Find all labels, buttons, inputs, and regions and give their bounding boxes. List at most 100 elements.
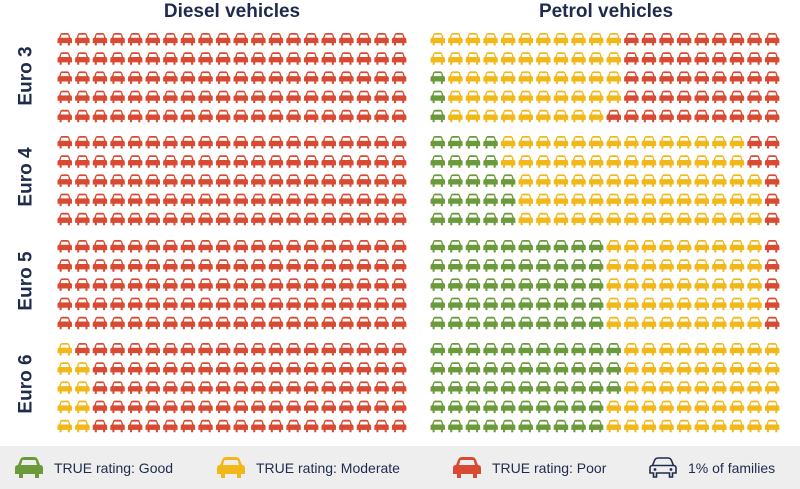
car-mark-moderate (694, 174, 709, 187)
legend-label-unit: 1% of families (688, 460, 776, 476)
car-mark-good (536, 381, 551, 394)
car-mark-poor (127, 400, 143, 414)
car-mark-moderate (641, 419, 657, 433)
car-mark-good (448, 400, 463, 414)
car-mark-poor (374, 136, 389, 149)
car-mark-moderate (747, 381, 762, 394)
car-mark-good (430, 90, 445, 104)
car-mark-poor (180, 297, 196, 311)
car-mark-poor (659, 109, 674, 123)
car-mark-good (448, 419, 463, 433)
car-mark-moderate (518, 71, 533, 84)
car-mark-good (483, 400, 498, 414)
car-mark-moderate (659, 136, 674, 149)
car-mark-poor (215, 174, 231, 187)
car-mark-poor (75, 240, 90, 253)
car-mark-good (448, 259, 463, 272)
car-mark-good (465, 136, 481, 149)
car-mark-poor (57, 90, 72, 104)
car-mark-poor (321, 52, 336, 65)
car-mark-poor (764, 33, 780, 46)
car-mark-good (465, 155, 481, 168)
car-mark-moderate (729, 400, 745, 414)
car-mark-moderate (588, 71, 604, 84)
car-mark-moderate (747, 297, 762, 311)
car-mark-poor (145, 400, 160, 414)
car-mark-moderate (536, 155, 551, 168)
car-mark-poor (127, 52, 143, 65)
car-mark-good (536, 343, 551, 356)
car-mark-moderate (764, 381, 780, 394)
car-mark-poor (92, 136, 108, 149)
car-mark-poor (694, 109, 709, 123)
car-mark-good (536, 259, 551, 272)
car-mark-poor (268, 400, 284, 414)
car-mark-poor (747, 155, 762, 168)
car-mark-moderate (500, 136, 516, 149)
car-mark-poor (180, 52, 196, 65)
car-mark-poor (215, 90, 231, 104)
car-mark-moderate (465, 90, 481, 104)
car-mark-poor (57, 316, 72, 330)
car-mark-moderate (448, 33, 463, 46)
car-mark-moderate (694, 400, 709, 414)
car-mark-moderate (588, 52, 604, 65)
car-mark-good (430, 193, 445, 207)
car-mark-poor (321, 297, 336, 311)
car-mark-poor (712, 109, 727, 123)
car-mark-good (483, 155, 498, 168)
car-mark-good (500, 297, 516, 311)
car-mark-poor (233, 400, 248, 414)
pictogram-diesel-euro-4 (57, 136, 407, 226)
car-mark-good (430, 400, 445, 414)
car-mark-moderate (606, 278, 621, 291)
legend-item-good: TRUE rating: Good (14, 455, 173, 481)
car-mark-poor (764, 259, 780, 272)
car-mark-good (483, 212, 498, 226)
car-mark-moderate (536, 136, 551, 149)
car-mark-poor (729, 52, 745, 65)
car-mark-poor (268, 155, 284, 168)
car-mark-good (571, 381, 586, 394)
car-mark-moderate (448, 71, 463, 84)
car-mark-poor (233, 193, 248, 207)
car-mark-poor (268, 259, 284, 272)
car-mark-good (500, 343, 516, 356)
car-mark-moderate (641, 362, 657, 375)
car-mark-poor (180, 155, 196, 168)
car-mark-moderate (729, 362, 745, 375)
car-mark-moderate (729, 316, 745, 330)
car-mark-moderate (553, 212, 569, 226)
car-mark-good (430, 174, 445, 187)
car-mark-poor (764, 316, 780, 330)
car-mark-moderate (676, 136, 692, 149)
car-mark-poor (127, 109, 143, 123)
car-mark-moderate (518, 33, 533, 46)
car-mark-poor (233, 33, 248, 46)
car-mark-poor (624, 52, 639, 65)
car-mark-poor (251, 343, 266, 356)
car-mark-moderate (659, 174, 674, 187)
car-mark-moderate (747, 212, 762, 226)
car-mark-good (448, 381, 463, 394)
car-mark-poor (198, 155, 213, 168)
car-mark-moderate (747, 240, 762, 253)
car-mark-moderate (588, 90, 604, 104)
car-mark-poor (676, 52, 692, 65)
car-mark-moderate (430, 33, 445, 46)
car-mark-poor (374, 71, 389, 84)
car-mark-moderate (676, 400, 692, 414)
car-mark-poor (127, 136, 143, 149)
car-mark-poor (145, 362, 160, 375)
car-mark-good (430, 419, 445, 433)
car-mark-poor (764, 240, 780, 253)
car-mark-moderate (75, 419, 90, 433)
car-mark-poor (92, 109, 108, 123)
car-mark-good (553, 343, 569, 356)
car-mark-poor (391, 155, 407, 168)
car-mark-poor (127, 343, 143, 356)
car-mark-poor (356, 33, 372, 46)
car-mark-poor (163, 155, 178, 168)
car-mark-good (448, 193, 463, 207)
car-mark-poor (215, 52, 231, 65)
